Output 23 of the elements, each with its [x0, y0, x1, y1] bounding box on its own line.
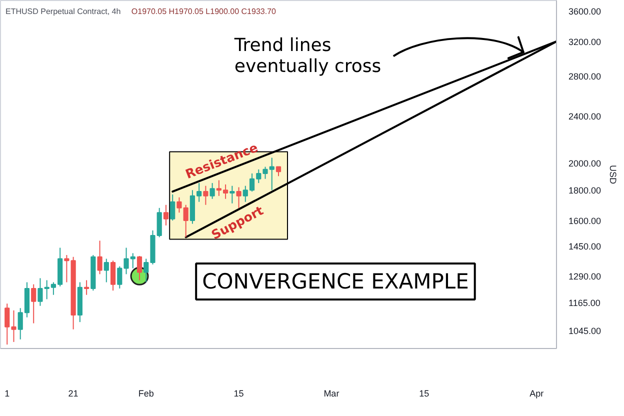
y-tick-label: 2400.00: [568, 111, 602, 122]
y-tick-label: 1290.00: [568, 272, 602, 282]
y-axis-title: USD: [608, 165, 618, 184]
text: ETHUSD Perpetual Contract, 4h: [6, 7, 121, 16]
x-tick-label: 15: [419, 388, 430, 398]
y-tick-label: 1800.00: [568, 186, 602, 196]
y-tick-label: 2800.00: [568, 71, 602, 82]
x-tick-label: Mar: [324, 388, 340, 398]
y-tick-label: 1450.00: [568, 241, 602, 252]
y-tick-label: 1045.00: [568, 326, 602, 336]
y-tick-label: 3600.00: [568, 6, 602, 17]
annotation: Trend lines eventually cross: [233, 35, 382, 78]
y-tick-label: 1600.00: [568, 216, 602, 226]
x-tick-label: 21: [68, 388, 78, 398]
x-tick-label: Apr: [530, 388, 544, 398]
text: O1970.05 H1970.05 L1900.00 C1933.70: [131, 7, 277, 16]
x-tick-label: Feb: [138, 388, 154, 398]
x-tick-label: 1: [4, 388, 10, 398]
y-tick-label: 2000.00: [568, 158, 602, 168]
x-tick-label: 15: [234, 388, 244, 398]
annotation: CONVERGENCE EXAMPLE: [202, 270, 469, 294]
y-tick-label: 1165.00: [568, 298, 600, 308]
y-tick-label: 3200.00: [568, 36, 602, 47]
